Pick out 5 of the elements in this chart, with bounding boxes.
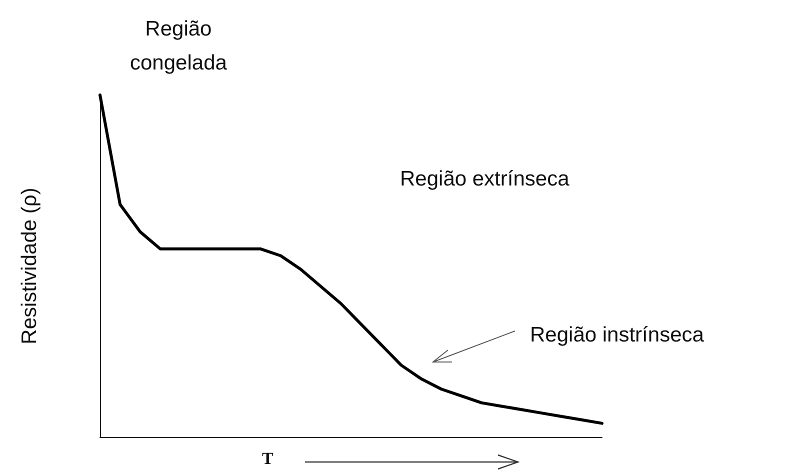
x-axis-title: T <box>262 449 274 468</box>
annotation: Região extrínseca <box>400 168 570 190</box>
y-axis-title: Resistividade (ρ) <box>18 188 41 344</box>
annotation: Região instrínseca <box>530 324 704 346</box>
text: Região congelada <box>130 18 228 74</box>
